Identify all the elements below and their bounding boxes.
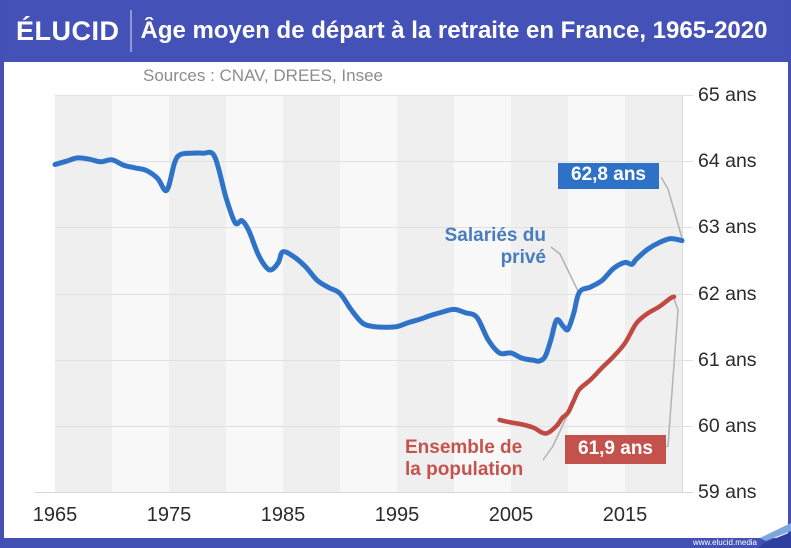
- footer-url: www.elucid.media: [692, 538, 757, 547]
- population-label-line1: Ensemble de: [405, 437, 523, 458]
- x-axis-label: 1985: [260, 504, 306, 526]
- elucid-arrow-icon: [758, 523, 791, 548]
- population-badge: 61,9 ans: [565, 435, 666, 464]
- y-axis-label: 62 ans: [698, 282, 757, 305]
- gridline: [55, 425, 693, 427]
- private-sector-label-line1: Salariés du: [444, 225, 546, 246]
- footer-bar: [0, 538, 791, 548]
- population-label: Ensemble de la population: [405, 437, 523, 481]
- brand-logo: ÉLUCID: [16, 15, 120, 46]
- x-axis-label: 2005: [488, 504, 534, 526]
- population-label-line2: la population: [405, 459, 524, 480]
- page-border-right: [788, 0, 791, 548]
- y-axis-label: 64 ans: [698, 150, 757, 173]
- x-axis-label: 1965: [32, 504, 78, 526]
- gridline: [55, 227, 693, 229]
- gridline: [35, 492, 693, 493]
- x-axis-label: 1995: [374, 504, 420, 526]
- gridline: [55, 293, 693, 295]
- private-sector-label-line2: privé: [500, 247, 546, 268]
- y-axis-label: 63 ans: [698, 216, 757, 239]
- x-axis-label: 2015: [602, 504, 648, 526]
- header-divider: [129, 10, 132, 52]
- gridline: [55, 359, 693, 361]
- sources-note: Sources : CNAV, DREES, Insee: [143, 66, 383, 85]
- y-axis-label: 59 ans: [698, 481, 757, 503]
- y-axis-label: 60 ans: [698, 414, 757, 437]
- header: ÉLUCID Âge moyen de départ à la retraite…: [0, 0, 791, 62]
- chart-title: Âge moyen de départ à la retraite en Fra…: [140, 17, 768, 44]
- page-border-left: [0, 0, 4, 548]
- private-sector-badge: 62,8 ans: [558, 163, 659, 189]
- y-axis-label: 65 ans: [698, 84, 757, 106]
- private-sector-label: Salariés du privé: [445, 225, 546, 269]
- gridline: [55, 95, 693, 96]
- x-axis-label: 1975: [146, 504, 192, 526]
- gridline: [55, 161, 693, 163]
- y-axis-label: 61 ans: [698, 348, 757, 371]
